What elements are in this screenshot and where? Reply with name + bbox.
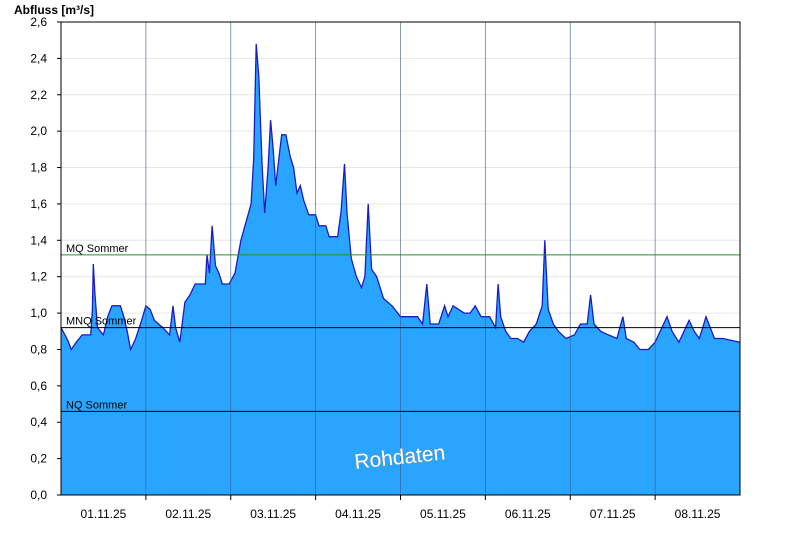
y-axis-ticks: 0,0 0,2 0,4 0,6 0,8 1,0 1,2 1,4 1,6 1,8 2,0 2,2 2,4 2… <box>30 15 61 502</box>
y-tick-label: 0,2 <box>30 452 47 466</box>
y-tick-label: 0,0 <box>30 488 47 502</box>
x-tick-label: 06.11.25 <box>505 507 551 521</box>
y-tick-label: 1,0 <box>30 306 47 320</box>
reference-line-label: MQ Sommer <box>66 243 129 255</box>
y-tick-label: 2,0 <box>30 124 47 138</box>
plot-frame <box>60 21 741 496</box>
y-tick-label: 2,6 <box>30 15 47 29</box>
y-tick-label: 0,4 <box>30 415 47 429</box>
discharge-line <box>60 43 741 352</box>
vertical-day-lines <box>145 22 656 495</box>
y-axis-title: Abfluss [m³/s] <box>14 3 94 17</box>
x-tick-label: 03.11.25 <box>250 507 296 521</box>
x-tick-label: 01.11.25 <box>81 507 127 521</box>
reference-line-label: MNQ Sommer <box>66 316 137 328</box>
x-tick-label: 02.11.25 <box>165 507 211 521</box>
x-tick-label: 07.11.25 <box>590 507 636 521</box>
x-tick-label: 05.11.25 <box>420 507 466 521</box>
x-tick-label: 04.11.25 <box>335 507 381 521</box>
y-tick-label: 1,8 <box>30 161 47 175</box>
x-axis-ticks: 01.11.25 02.11.25 03.11.25 04.11.25 05.11.25… <box>81 495 721 521</box>
y-tick-label: 2,2 <box>30 88 47 102</box>
y-tick-label: 0,8 <box>30 342 47 356</box>
reference-lines: MQ Sommer MNQ Sommer NQ Sommer <box>61 243 740 412</box>
y-tick-label: 1,4 <box>30 233 47 247</box>
y-tick-label: 2,4 <box>30 51 47 65</box>
y-tick-label: 1,2 <box>30 270 47 284</box>
y-tick-label: 0,6 <box>30 379 47 393</box>
y-tick-label: 1,6 <box>30 197 47 211</box>
x-tick-label: 08.11.25 <box>675 507 721 521</box>
reference-line-label: NQ Sommer <box>66 399 127 411</box>
